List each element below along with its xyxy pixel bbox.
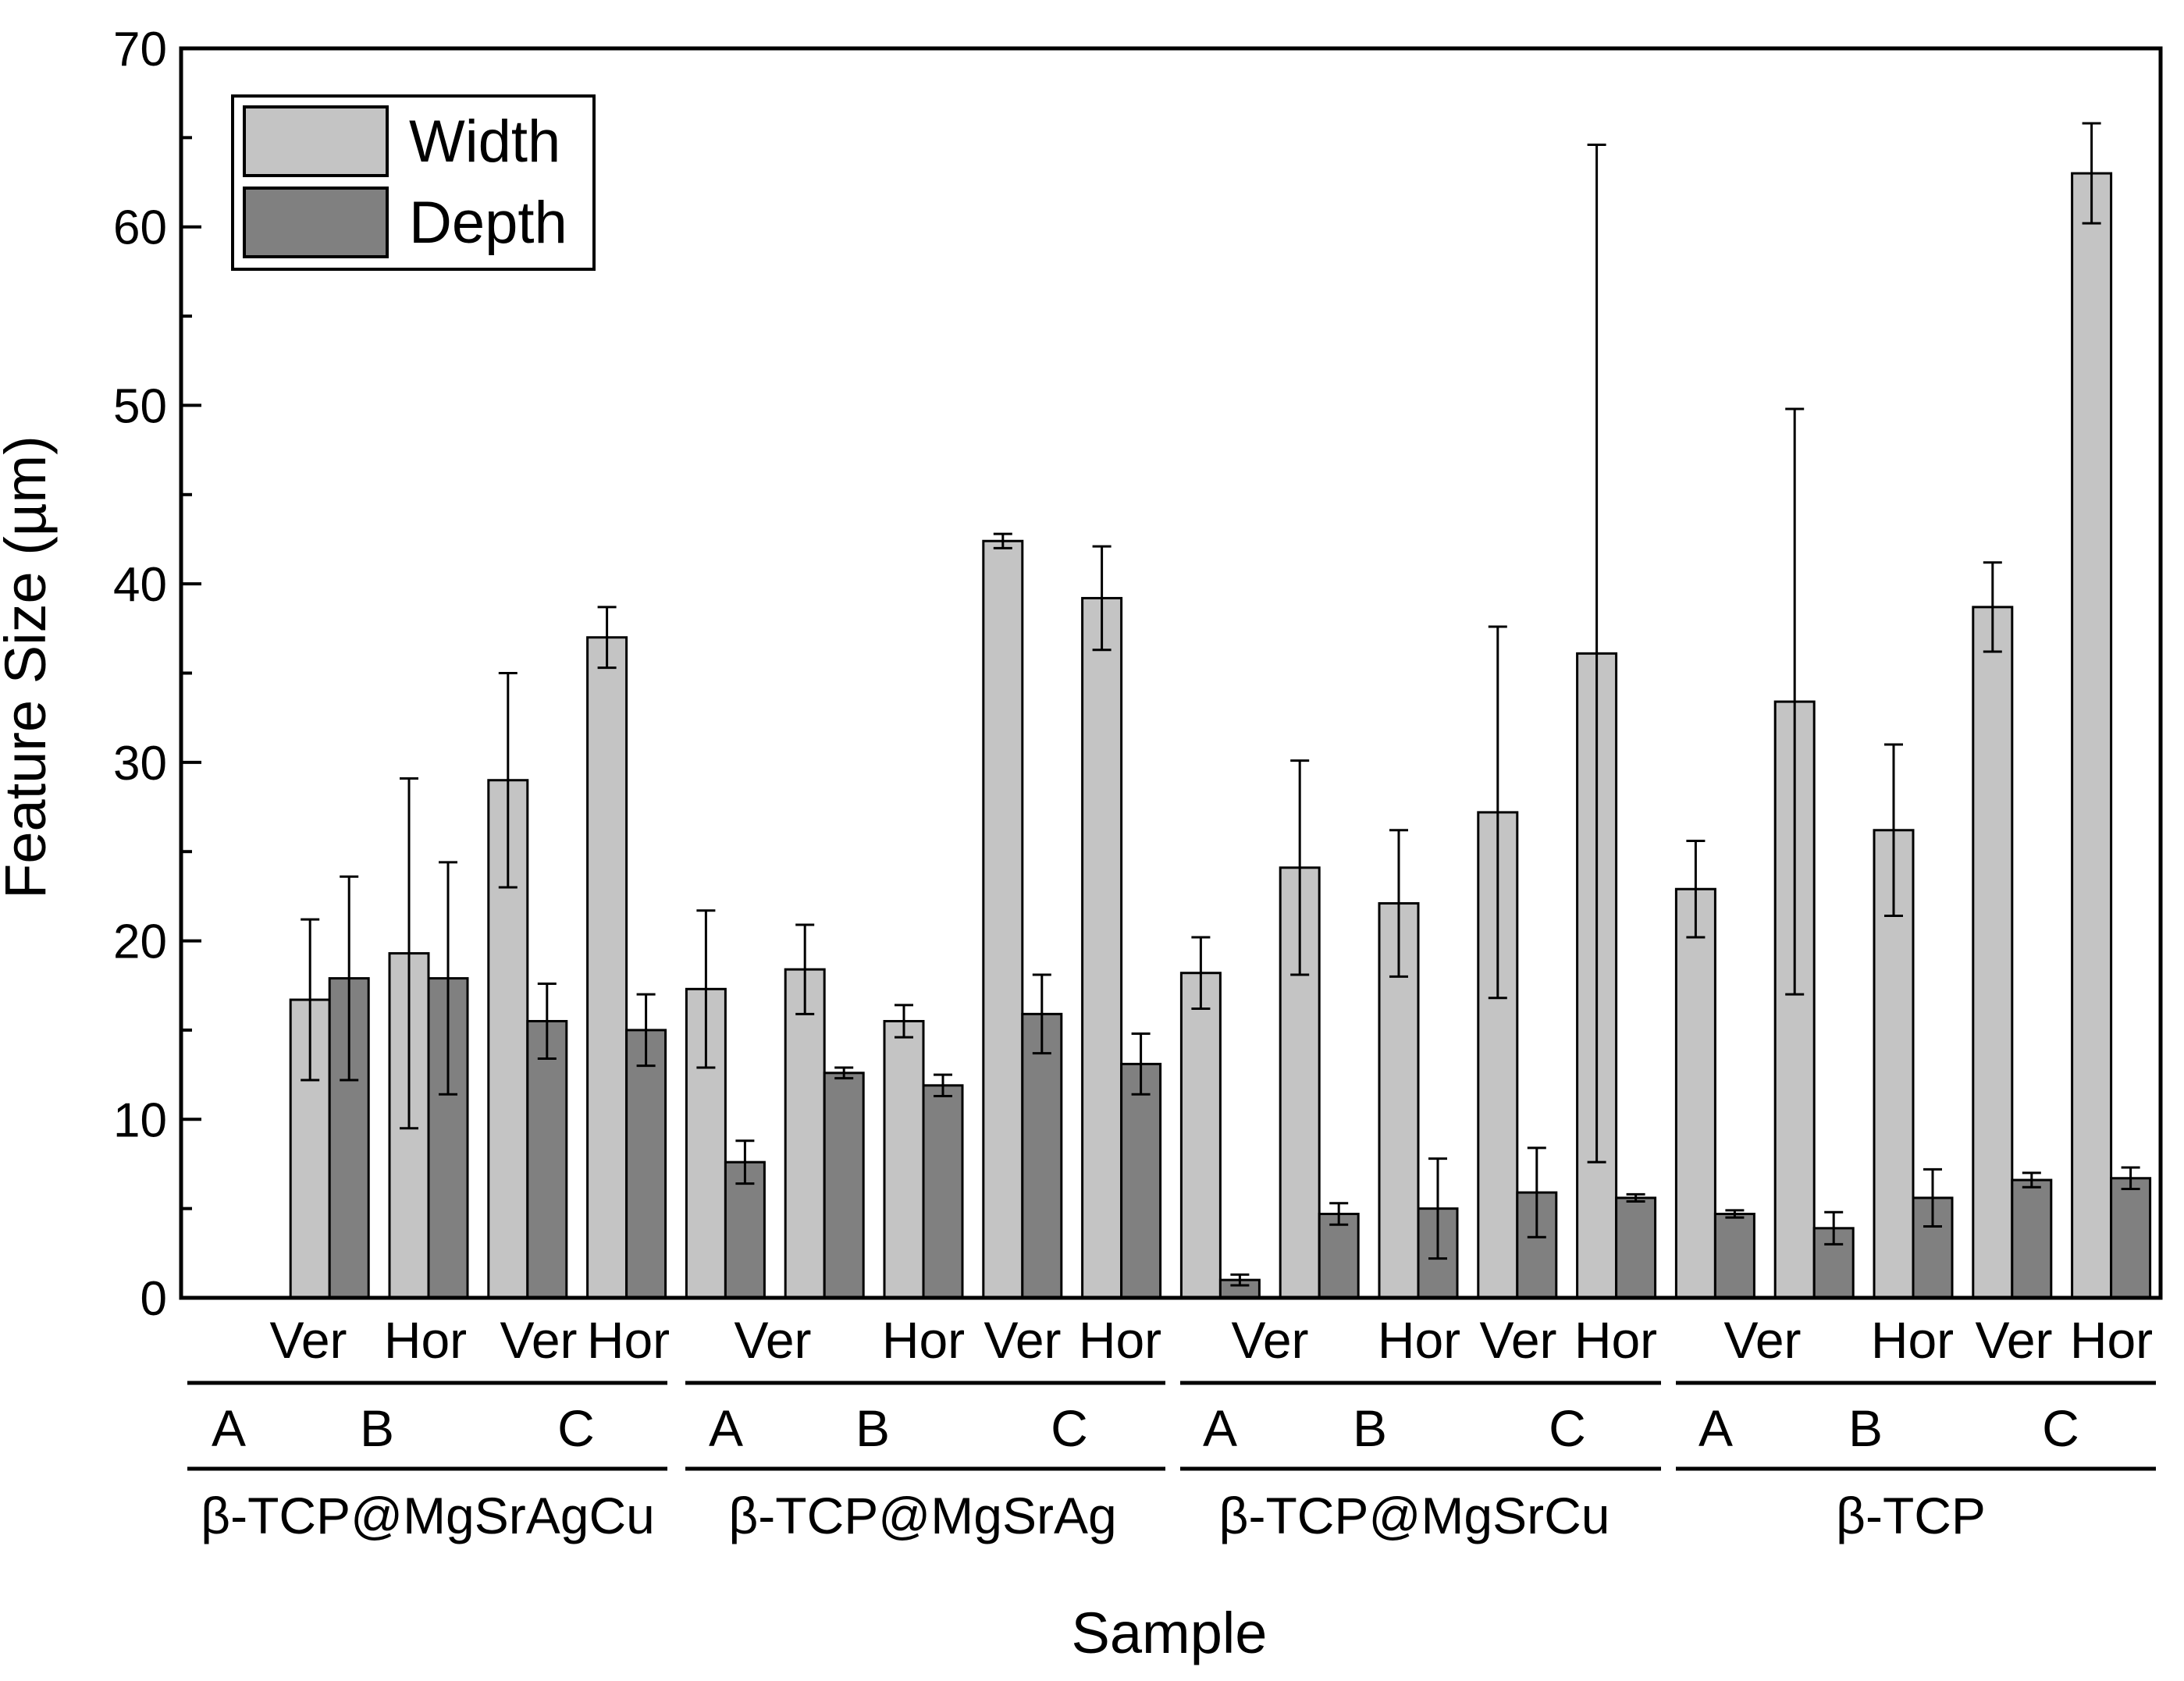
bar-width (1972, 606, 2014, 1299)
bar-depth (1713, 1213, 1755, 1299)
orientation-label: Hor (1079, 1311, 1161, 1369)
bar-depth (2011, 1178, 2053, 1299)
orientation-label: Hor (1574, 1311, 1657, 1369)
bar-depth (1615, 1196, 1657, 1299)
bar-depth (625, 1029, 667, 1299)
bar-depth (823, 1072, 865, 1299)
sample-label: C (1549, 1399, 1586, 1457)
orientation-label: Hor (882, 1311, 965, 1369)
sample-label: B (360, 1399, 394, 1457)
y-tick-label: 20 (113, 915, 167, 969)
bar-width (2071, 172, 2113, 1299)
orientation-label: Ver (734, 1311, 811, 1369)
y-tick-label: 30 (113, 737, 167, 791)
legend-swatch-depth (243, 187, 389, 258)
sample-label: B (1848, 1399, 1883, 1457)
orientation-label: Hor (1871, 1311, 1954, 1369)
y-tick-label: 40 (113, 558, 167, 612)
bar-depth (1021, 1012, 1063, 1299)
orientation-label: Ver (1723, 1311, 1801, 1369)
bar-width (586, 636, 628, 1299)
y-axis-title: Feature Size (µm) (0, 435, 58, 899)
orientation-label: Hor (1378, 1311, 1460, 1369)
orientation-label: Hor (2070, 1311, 2153, 1369)
material-label: β-TCP@MgSrAgCu (201, 1487, 655, 1544)
orientation-label: Hor (384, 1311, 467, 1369)
sample-label: C (1051, 1399, 1088, 1457)
sample-label: A (1203, 1399, 1237, 1457)
bar-depth (1120, 1062, 1162, 1299)
bars-layer (289, 172, 2152, 1299)
bar-width (1081, 596, 1123, 1299)
orientation-label: Ver (1479, 1311, 1556, 1369)
x-axis-group-labels: Ver Hor Ver Hor Ver Hor Ver Hor Ver Hor Ver Hor Ver H… (187, 1311, 2156, 1544)
legend-label-width: Width (409, 108, 560, 175)
bar-depth (922, 1084, 964, 1299)
bar-depth (2110, 1177, 2152, 1299)
y-tick-label: 10 (113, 1093, 167, 1147)
sample-label: C (557, 1399, 595, 1457)
y-tick-label: 0 (141, 1272, 167, 1326)
error-bars-layer (301, 122, 2140, 1287)
legend: Width Depth (231, 94, 596, 271)
sample-label: B (1353, 1399, 1387, 1457)
orientation-label: Hor (587, 1311, 670, 1369)
sample-label: A (212, 1399, 246, 1457)
x-axis-title: Sample (1072, 1601, 1268, 1665)
material-label: β-TCP (1836, 1487, 1986, 1544)
sample-label: A (709, 1399, 743, 1457)
bar-depth (1318, 1213, 1360, 1299)
material-label: β-TCP@MgSrAg (728, 1487, 1116, 1544)
orientation-label: Ver (984, 1311, 1061, 1369)
orientation-label: Ver (269, 1311, 347, 1369)
bar-width (1674, 887, 1716, 1299)
bar-width (982, 539, 1024, 1299)
bar-width (883, 1019, 925, 1299)
material-label: β-TCP@MgSrCu (1219, 1487, 1610, 1544)
sample-label: C (2042, 1399, 2079, 1457)
bar-width (784, 968, 826, 1299)
legend-swatch-width (243, 105, 389, 177)
orientation-label: Ver (500, 1311, 577, 1369)
sample-label: A (1698, 1399, 1733, 1457)
orientation-label: Ver (1975, 1311, 2052, 1369)
y-tick-label: 70 (113, 23, 167, 76)
orientation-label: Ver (1231, 1311, 1308, 1369)
bar-depth (526, 1019, 568, 1299)
bar-width (685, 987, 727, 1299)
sample-label: B (855, 1399, 890, 1457)
y-tick-label: 50 (113, 379, 167, 433)
y-tick-label: 60 (113, 201, 167, 255)
y-axis: 0 10 20 30 40 50 60 70 (113, 23, 201, 1326)
legend-label-depth: Depth (409, 190, 567, 256)
bar-width (1179, 972, 1222, 1299)
